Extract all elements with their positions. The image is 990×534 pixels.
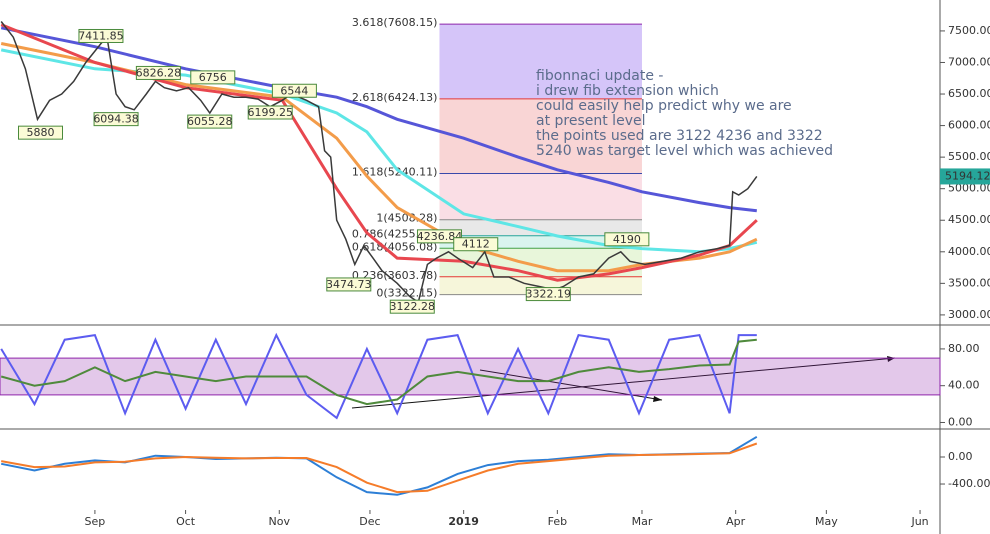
rsi-band xyxy=(0,357,941,396)
x-tick-label: Oct xyxy=(176,515,196,528)
series-line xyxy=(0,338,757,406)
price-label-box xyxy=(78,28,124,43)
price-label: 6094.38 xyxy=(93,113,139,126)
y-tick-label: 7000.00 xyxy=(948,55,990,68)
price-label-box xyxy=(271,83,317,98)
note-line: fibonnaci update - xyxy=(536,68,663,84)
note-line: i drew fib extension which xyxy=(536,83,719,99)
price-label: 4190 xyxy=(613,233,641,246)
note-line: 5240 was target level which was achieved xyxy=(536,143,833,159)
y-tick-label: 5500.00 xyxy=(948,150,990,163)
price-label: 6055.28 xyxy=(187,115,233,128)
x-tick-label: Apr xyxy=(726,515,746,528)
x-tick-label: Dec xyxy=(359,515,380,528)
price-label: 3322.19 xyxy=(526,288,572,301)
price-label-box xyxy=(416,229,462,244)
y-tick-label: 4500.00 xyxy=(948,213,990,226)
note-line: the points used are 3122 4236 and 3322 xyxy=(536,128,823,144)
fib-label: 0.236(3603.78) xyxy=(352,269,438,282)
note-line: could easily help predict why we are xyxy=(536,98,792,114)
trend-arrow xyxy=(351,357,896,409)
price-label-box xyxy=(604,232,650,247)
price-label-box xyxy=(190,70,236,85)
price-label-box xyxy=(453,237,499,252)
y-tick-label: 5000.00 xyxy=(948,182,990,195)
series-line xyxy=(0,21,758,304)
x-tick-label: May xyxy=(815,515,838,528)
y-tick-label: 3500.00 xyxy=(948,276,990,289)
price-label-box xyxy=(18,125,64,140)
x-tick-label: Mar xyxy=(632,515,653,528)
price-label: 6826.28 xyxy=(136,66,182,79)
price-label-box xyxy=(326,277,372,292)
y-tick-label: 80.00 xyxy=(948,342,980,355)
fib-zone xyxy=(439,173,642,220)
x-tick-label: Nov xyxy=(269,515,291,528)
series-line xyxy=(1,442,758,494)
fib-label: 1.618(5240.11) xyxy=(352,166,438,179)
fib-label: 0.618(4056.08) xyxy=(352,240,438,253)
y-tick-label: 7500.00 xyxy=(948,24,990,37)
price-label-box xyxy=(93,112,139,127)
price-label: 6756 xyxy=(199,71,227,84)
y-tick-label: -400.00 xyxy=(948,477,990,490)
fib-label: 3.618(7608.15) xyxy=(352,16,438,29)
price-label-box xyxy=(247,105,293,120)
price-label: 5880 xyxy=(27,126,55,139)
y-tick-label: 3000.00 xyxy=(948,308,990,321)
x-tick-label: Feb xyxy=(548,515,567,528)
arrow-head xyxy=(887,356,895,362)
arrow-head xyxy=(653,396,662,402)
price-label: 4236.84 xyxy=(417,230,463,243)
fib-zone xyxy=(439,219,642,236)
price-label-box xyxy=(135,65,181,80)
price-label: 4112 xyxy=(462,238,490,251)
price-label: 7411.85 xyxy=(78,29,124,42)
y-tick-label: 0.00 xyxy=(948,415,973,428)
fib-zone xyxy=(439,24,642,99)
price-label: 6199.25 xyxy=(247,106,293,119)
price-label-box xyxy=(525,287,571,302)
note-line: at present level xyxy=(536,113,645,129)
y-tick-label: 6000.00 xyxy=(948,119,990,132)
y-tick-label: 40.00 xyxy=(948,379,980,392)
price-label-box xyxy=(187,114,233,129)
fib-zone xyxy=(439,276,642,295)
last-price-label: 5194.12 xyxy=(945,169,990,182)
fib-zone xyxy=(439,98,642,174)
y-tick-label: 0.00 xyxy=(948,450,973,463)
x-tick-label: Sep xyxy=(85,515,106,528)
price-label-box xyxy=(389,299,435,314)
fib-label: 2.618(6424.13) xyxy=(352,91,438,104)
price-label: 3122.28 xyxy=(390,300,436,313)
series-line xyxy=(0,332,757,420)
y-tick-label: 4000.00 xyxy=(948,245,990,258)
price-label: 6544 xyxy=(280,84,308,97)
x-tick-label: Jun xyxy=(910,515,928,528)
last-price-box xyxy=(940,168,990,185)
x-tick-label: 2019 xyxy=(448,515,479,528)
price-label: 3474.73 xyxy=(326,278,372,291)
y-tick-label: 6500.00 xyxy=(948,87,990,100)
